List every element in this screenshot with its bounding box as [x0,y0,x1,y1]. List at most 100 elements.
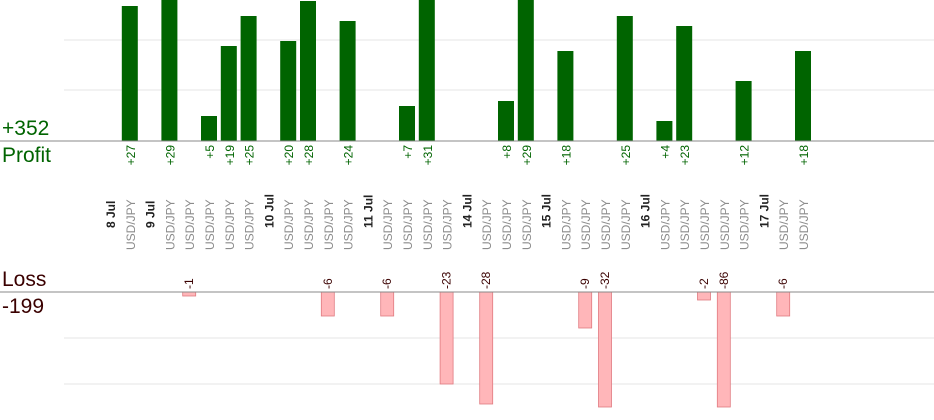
profit-bar [300,1,316,141]
profit-bar [280,41,297,141]
profit-bar [616,16,633,141]
date-label: 14 Jul [460,194,474,228]
pair-label: USD/JPY [738,199,752,250]
profit-value-label: +19 [223,145,237,166]
profit-value-label: +28 [302,145,316,166]
profit-value-label: +8 [500,145,514,159]
profit-value-label: +29 [163,145,177,166]
profit-value-label: +18 [797,145,811,166]
pair-label: USD/JPY [698,199,712,250]
profit-value-label: +25 [619,145,633,166]
date-label: 15 Jul [540,194,554,228]
profit-bar [161,0,178,141]
pair-label: USD/JPY [381,199,395,250]
profit-value-label: +27 [124,145,138,166]
profit-bar [240,16,257,141]
profit-bar [121,6,138,141]
date-label: 17 Jul [757,194,771,228]
profit-value-label: +7 [401,145,415,159]
loss-bar [479,291,494,405]
pair-label: USD/JPY [342,199,356,250]
loss-value-label: -2 [697,278,711,289]
loss-value-label: -1 [182,278,196,289]
profit-value-label: +18 [559,145,573,166]
profit-bar [735,81,752,141]
loss-value-label: -6 [776,278,790,289]
date-label: 16 Jul [639,194,653,228]
loss-value-label: -28 [479,271,493,289]
date-label: 9 Jul [144,201,158,228]
pair-label: USD/JPY [559,199,573,250]
pair-label: USD/JPY [421,199,435,250]
pair-label: USD/JPY [520,199,534,250]
profit-bar [517,0,534,141]
pair-label: USD/JPY [678,199,692,250]
bars [121,0,811,408]
pair-label: USD/JPY [480,199,494,250]
loss-bar [716,291,731,408]
profit-bar [399,106,415,141]
pair-label: USD/JPY [777,199,791,250]
pair-label: USD/JPY [124,199,138,250]
pair-label: USD/JPY [203,199,217,250]
pair-label: USD/JPY [441,199,455,250]
loss-value-label: -86 [717,271,731,289]
pair-label: USD/JPY [183,199,197,250]
profit-bar [201,116,217,141]
pair-label: USD/JPY [223,199,237,250]
profit-bar [339,21,356,141]
pair-label: USD/JPY [658,199,672,250]
labels: 8 Jul USD/JPY +27 9 Jul USD/JPY +29 USD/JPY -1 U… [104,145,811,289]
loss-value-label: -6 [380,278,394,289]
pair-label: USD/JPY [322,199,336,250]
pair-label: USD/JPY [282,199,296,250]
profit-value-label: +29 [520,145,534,166]
pair-label: USD/JPY [163,199,177,250]
profit-value-label: +31 [421,145,435,166]
profit-bar [656,121,673,141]
profit-label: Profit [2,144,52,167]
profit-value-label: +4 [658,145,672,159]
loss-bar [697,291,711,301]
pair-label: USD/JPY [401,199,415,250]
loss-value-label: -23 [440,271,454,289]
loss-bar [578,291,593,329]
loss-label: Loss [2,268,47,291]
loss-bar [598,291,612,408]
pair-label: USD/JPY [619,199,633,250]
pair-label: USD/JPY [500,199,514,250]
loss-bar [380,291,395,317]
grid-lines [64,39,934,385]
loss-bar [439,291,454,385]
profit-bar [498,101,514,141]
profit-value-label: +5 [203,145,217,159]
loss-value-label: -9 [578,278,592,289]
pair-label: USD/JPY [797,199,811,250]
profit-bar [418,0,435,141]
total-loss-value: -199 [2,295,45,318]
pair-label: USD/JPY [599,199,613,250]
loss-value-label: -32 [598,271,612,289]
loss-value-label: -6 [321,278,335,289]
pair-label: USD/JPY [243,199,257,250]
profit-value-label: +20 [282,145,296,166]
date-label: 10 Jul [262,194,276,228]
pair-label: USD/JPY [718,199,732,250]
date-label: 11 Jul [361,195,375,228]
profit-value-label: +25 [243,145,257,166]
profit-bar [676,26,693,141]
pair-label: USD/JPY [302,199,316,250]
profit-bar [557,51,574,141]
profit-value-label: +12 [738,145,752,166]
loss-bar [776,291,791,317]
pair-label: USD/JPY [579,199,593,250]
profit-value-label: +23 [678,145,692,166]
axes [0,140,934,293]
loss-bar [320,291,335,317]
profit-bar [220,46,237,141]
profit-bar [795,51,811,141]
date-label: 8 Jul [104,201,118,228]
total-profit-value: +352 [2,117,50,140]
profit-value-label: +24 [342,145,356,166]
